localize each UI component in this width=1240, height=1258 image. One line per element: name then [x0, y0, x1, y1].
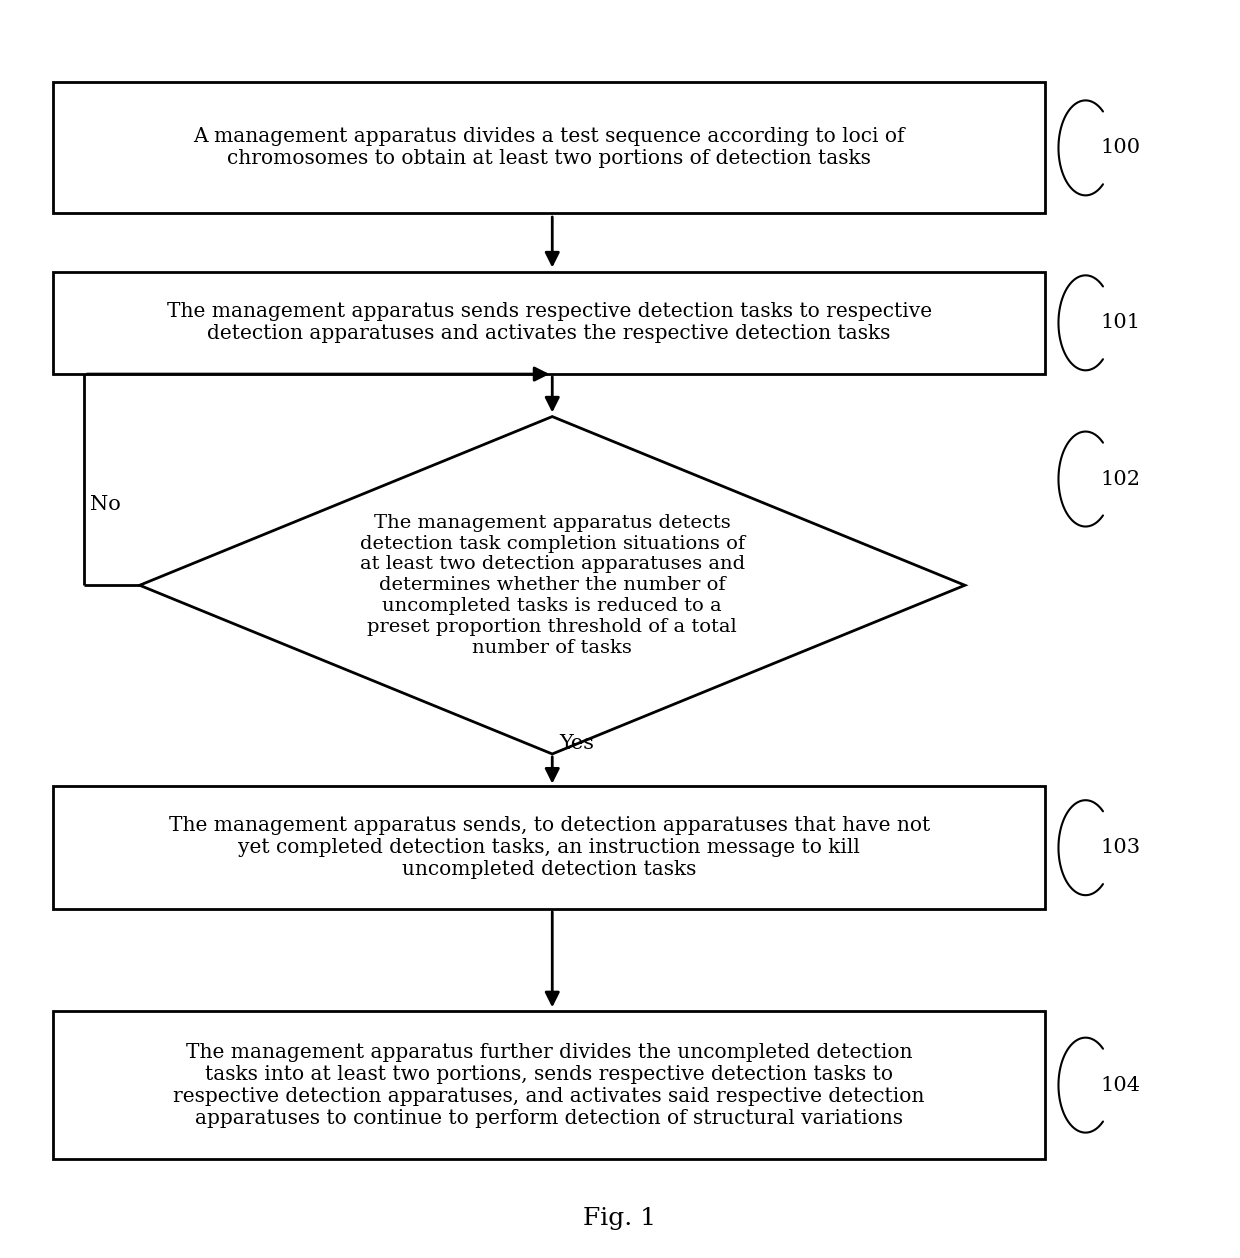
- Text: 102: 102: [1100, 469, 1141, 488]
- Text: The management apparatus further divides the uncompleted detection
tasks into at: The management apparatus further divides…: [174, 1043, 925, 1127]
- Text: The management apparatus sends respective detection tasks to respective
detectio: The management apparatus sends respectiv…: [166, 302, 931, 343]
- Text: 101: 101: [1100, 313, 1141, 332]
- Text: 104: 104: [1100, 1076, 1141, 1094]
- Text: 103: 103: [1100, 838, 1141, 857]
- Text: Yes: Yes: [559, 735, 594, 754]
- Text: The management apparatus sends, to detection apparatuses that have not
yet compl: The management apparatus sends, to detec…: [169, 816, 930, 879]
- Text: 100: 100: [1100, 138, 1141, 157]
- Bar: [53, 272, 1045, 374]
- Bar: [53, 1011, 1045, 1159]
- Polygon shape: [140, 416, 965, 754]
- Bar: [53, 786, 1045, 910]
- Text: A management apparatus divides a test sequence according to loci of
chromosomes : A management apparatus divides a test se…: [193, 127, 905, 169]
- Text: No: No: [89, 494, 120, 513]
- Bar: [53, 82, 1045, 214]
- Text: The management apparatus detects
detection task completion situations of
at leas: The management apparatus detects detecti…: [360, 513, 745, 657]
- Text: Fig. 1: Fig. 1: [584, 1208, 656, 1230]
